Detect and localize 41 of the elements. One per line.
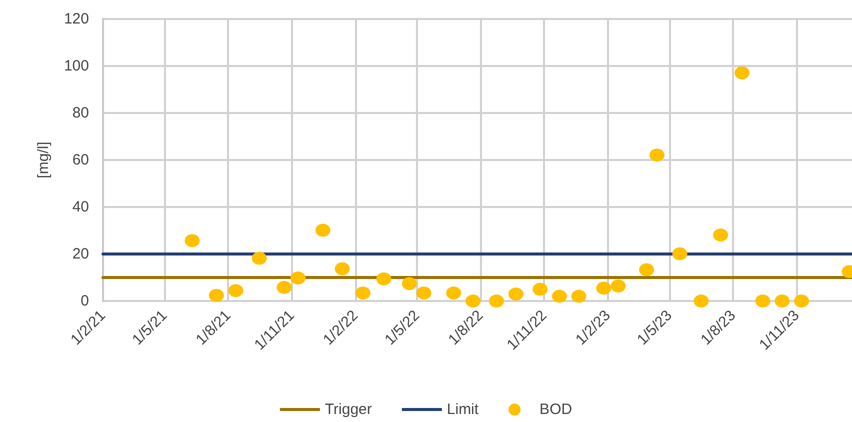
point	[694, 294, 709, 308]
point	[315, 224, 330, 237]
point	[774, 294, 790, 308]
y-tick-label: 0	[80, 292, 89, 310]
point	[755, 294, 770, 308]
point	[610, 279, 626, 292]
point	[672, 247, 688, 260]
point	[208, 288, 224, 302]
y-tick-label: 40	[72, 198, 89, 216]
point	[290, 271, 306, 284]
legend-label: Limit	[446, 401, 480, 418]
point	[228, 284, 244, 298]
point	[571, 290, 586, 303]
point	[713, 228, 728, 242]
point	[489, 294, 504, 308]
y-tick-label: 20	[72, 246, 89, 262]
point	[466, 294, 481, 308]
point	[734, 66, 750, 80]
point	[416, 286, 432, 300]
point	[552, 290, 567, 303]
y-axis-title: [mg/l]	[35, 142, 52, 178]
point	[639, 263, 654, 276]
point	[402, 277, 417, 290]
y-tick-label: 60	[72, 152, 89, 168]
point	[596, 282, 612, 295]
y-tick-label: 100	[64, 58, 89, 74]
point	[532, 282, 548, 296]
point	[252, 252, 267, 265]
point	[446, 286, 462, 300]
legend-label: BOD	[540, 401, 572, 418]
point	[276, 280, 292, 294]
point	[649, 148, 664, 162]
point	[794, 294, 810, 308]
point	[184, 234, 200, 248]
point	[334, 262, 350, 276]
point	[508, 287, 524, 300]
y-tick-label: 120	[64, 10, 89, 28]
legend-label: Trigger	[324, 401, 372, 418]
point	[376, 272, 392, 286]
y-tick-label: 80	[72, 104, 89, 122]
point	[356, 286, 371, 300]
